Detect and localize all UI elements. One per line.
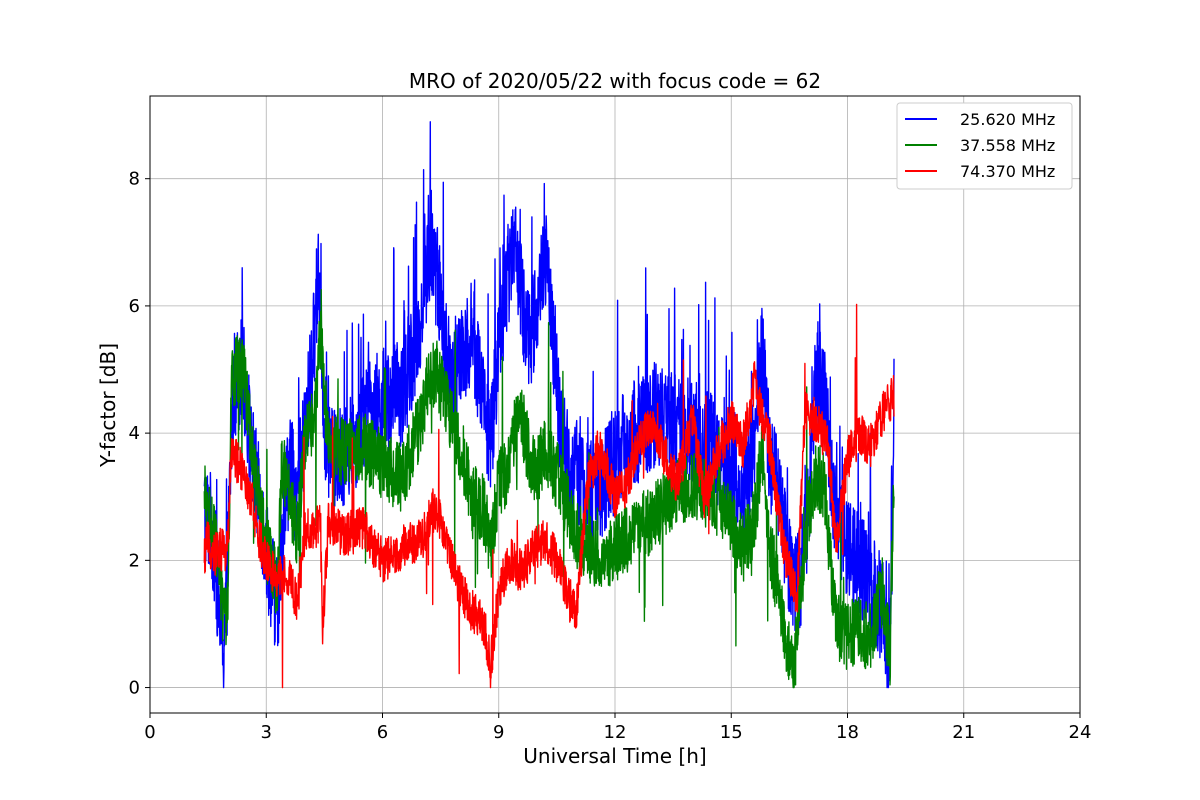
x-tick-label: 15 bbox=[720, 722, 743, 743]
x-tick-label: 9 bbox=[493, 722, 504, 743]
legend: 25.620 MHz 37.558 MHz 74.370 MHz bbox=[896, 102, 1073, 190]
series-layer bbox=[203, 121, 895, 689]
series-line-2 bbox=[203, 289, 895, 689]
x-tick-label: 12 bbox=[604, 722, 627, 743]
legend-label-1: 25.620 MHz bbox=[960, 110, 1055, 129]
legend-box bbox=[896, 102, 1073, 190]
x-tick-label: 24 bbox=[1069, 722, 1092, 743]
x-tick-label: 0 bbox=[144, 722, 155, 743]
x-tick-label: 3 bbox=[261, 722, 272, 743]
y-tick-label: 6 bbox=[129, 296, 140, 317]
y-tick-label: 8 bbox=[129, 169, 140, 190]
y-tick-label: 4 bbox=[129, 423, 140, 444]
chart-title: MRO of 2020/05/22 with focus code = 62 bbox=[409, 69, 821, 93]
x-axis-ticks: 0 3 6 9 12 15 18 21 24 bbox=[144, 713, 1091, 743]
y-tick-label: 2 bbox=[129, 550, 140, 571]
y-tick-label: 0 bbox=[129, 678, 140, 699]
x-axis-label: Universal Time [h] bbox=[523, 744, 706, 768]
series-line-3 bbox=[203, 303, 895, 689]
y-axis-label: Y-factor [dB] bbox=[96, 343, 120, 468]
x-tick-label: 18 bbox=[836, 722, 859, 743]
x-tick-label: 6 bbox=[377, 722, 388, 743]
legend-label-2: 37.558 MHz bbox=[960, 136, 1055, 155]
legend-label-3: 74.370 MHz bbox=[960, 162, 1055, 181]
x-tick-label: 21 bbox=[952, 722, 975, 743]
y-axis-ticks: 0 2 4 6 8 bbox=[129, 169, 150, 699]
